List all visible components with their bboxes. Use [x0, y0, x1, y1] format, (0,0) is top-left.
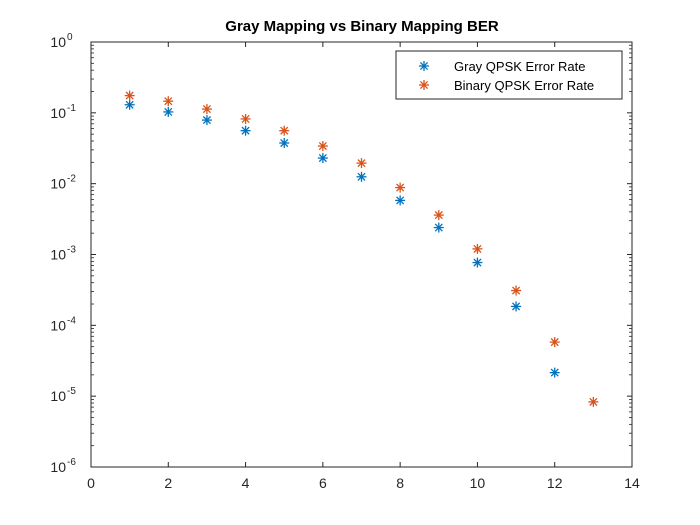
data-point — [240, 125, 251, 136]
data-point — [433, 222, 444, 233]
data-point — [279, 125, 290, 136]
plot-area — [91, 42, 632, 467]
data-point — [356, 171, 367, 182]
x-tick-label: 10 — [470, 475, 486, 491]
legend-marker — [419, 61, 429, 71]
data-point — [588, 396, 599, 407]
y-tick-label: 10 — [50, 247, 66, 263]
y-tick-label: 10 — [50, 317, 66, 333]
x-tick-label: 4 — [242, 475, 250, 491]
y-tick-exponent: -1 — [67, 103, 76, 114]
legend-label: Gray QPSK Error Rate — [454, 59, 585, 74]
data-point — [201, 104, 212, 115]
y-tick-label: 10 — [50, 34, 66, 50]
x-tick-label: 6 — [319, 475, 327, 491]
data-point — [240, 113, 251, 124]
data-point — [163, 96, 174, 107]
data-point — [472, 257, 483, 268]
data-point — [356, 158, 367, 169]
y-tick-label: 10 — [50, 459, 66, 475]
legend-label: Binary QPSK Error Rate — [454, 78, 594, 93]
data-point — [472, 243, 483, 254]
y-tick-exponent: -2 — [67, 174, 76, 185]
chart-title: Gray Mapping vs Binary Mapping BER — [225, 18, 499, 35]
series-1 — [124, 99, 560, 378]
legend-box — [395, 50, 623, 100]
data-point — [279, 138, 290, 149]
y-tick-exponent: 0 — [67, 32, 73, 43]
data-point — [317, 141, 328, 152]
data-point — [511, 301, 522, 312]
x-tick-label: 0 — [87, 475, 95, 491]
y-tick-exponent: -3 — [67, 245, 76, 256]
data-point — [549, 367, 560, 378]
x-tick-label: 12 — [547, 475, 563, 491]
data-point — [395, 195, 406, 206]
x-tick-label: 2 — [164, 475, 172, 491]
y-tick-label: 10 — [50, 105, 66, 121]
data-point — [201, 115, 212, 126]
data-point — [549, 337, 560, 348]
x-tick-label: 8 — [396, 475, 404, 491]
y-tick-label: 10 — [50, 176, 66, 192]
y-tick-label: 10 — [50, 388, 66, 404]
data-point — [511, 285, 522, 296]
data-marks — [124, 90, 599, 407]
x-tick-label: 14 — [624, 475, 640, 491]
data-point — [124, 90, 135, 101]
series-2 — [124, 90, 599, 407]
y-tick-exponent: -5 — [67, 386, 76, 397]
legend-marker — [419, 80, 429, 90]
data-point — [395, 182, 406, 193]
data-point — [163, 106, 174, 117]
y-tick-exponent: -6 — [67, 457, 76, 468]
data-point — [317, 153, 328, 164]
legend: Gray QPSK Error Rate Binary QPSK Error Ra… — [395, 50, 623, 100]
data-point — [124, 99, 135, 110]
data-point — [433, 210, 444, 221]
y-tick-exponent: -4 — [67, 315, 76, 326]
